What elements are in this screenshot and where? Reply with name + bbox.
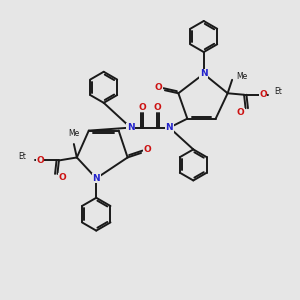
Text: O: O xyxy=(154,83,162,92)
Text: O: O xyxy=(36,156,44,165)
Text: O: O xyxy=(154,103,161,112)
Text: Me: Me xyxy=(68,129,80,138)
Text: O: O xyxy=(236,108,244,117)
Text: O: O xyxy=(259,90,267,99)
Text: Et: Et xyxy=(274,87,282,96)
Text: Me: Me xyxy=(237,72,248,81)
Text: N: N xyxy=(166,123,173,132)
Text: N: N xyxy=(92,174,100,183)
Text: O: O xyxy=(59,173,67,182)
Text: N: N xyxy=(127,123,134,132)
Text: Et: Et xyxy=(18,152,26,161)
Text: O: O xyxy=(139,103,146,112)
Text: N: N xyxy=(200,69,208,78)
Text: O: O xyxy=(144,145,152,154)
